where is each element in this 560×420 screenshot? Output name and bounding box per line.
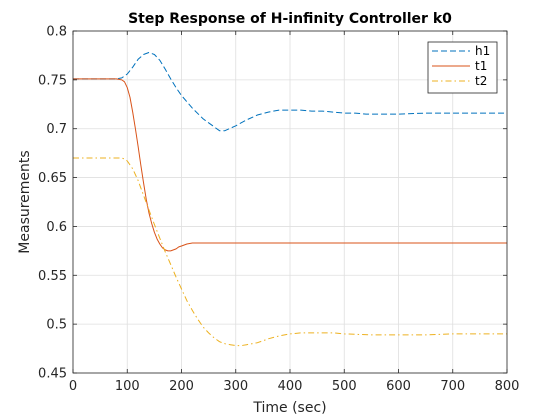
chart-title: Step Response of H-infinity Controller k… <box>128 11 452 27</box>
y-axis-label: Measurements <box>17 150 33 253</box>
y-tick-label: 0.65 <box>38 171 67 186</box>
x-tick-label: 800 <box>495 379 520 394</box>
axis-ticks: 0 100 200 300 400 500 600 700 800 0.45 0.5 0.55 0.6 0… <box>38 25 519 395</box>
legend-label-t2: t2 <box>475 74 487 88</box>
x-tick-label: 400 <box>278 379 303 394</box>
x-tick-label: 700 <box>440 379 465 394</box>
y-tick-label: 0.5 <box>46 318 67 333</box>
x-axis-label: Time (sec) <box>252 400 326 416</box>
series-line-h1 <box>73 52 507 132</box>
y-tick-label: 0.45 <box>38 367 67 382</box>
series-line-t2 <box>73 157 507 347</box>
legend-label-t1: t1 <box>475 59 487 73</box>
x-tick-label: 300 <box>223 379 248 394</box>
x-tick-label: 100 <box>115 379 140 394</box>
legend-label-h1: h1 <box>475 44 490 58</box>
y-tick-label: 0.55 <box>38 269 67 284</box>
x-tick-label: 0 <box>69 379 77 394</box>
series-line-t1 <box>73 78 507 252</box>
y-tick-label: 0.8 <box>46 25 67 40</box>
series-lines <box>73 52 507 347</box>
y-tick-label: 0.7 <box>46 122 67 137</box>
y-tick-label: 0.6 <box>46 220 67 235</box>
x-tick-label: 500 <box>332 379 357 394</box>
x-tick-label: 600 <box>386 379 411 394</box>
y-tick-label: 0.75 <box>38 73 67 88</box>
x-tick-label: 200 <box>169 379 194 394</box>
